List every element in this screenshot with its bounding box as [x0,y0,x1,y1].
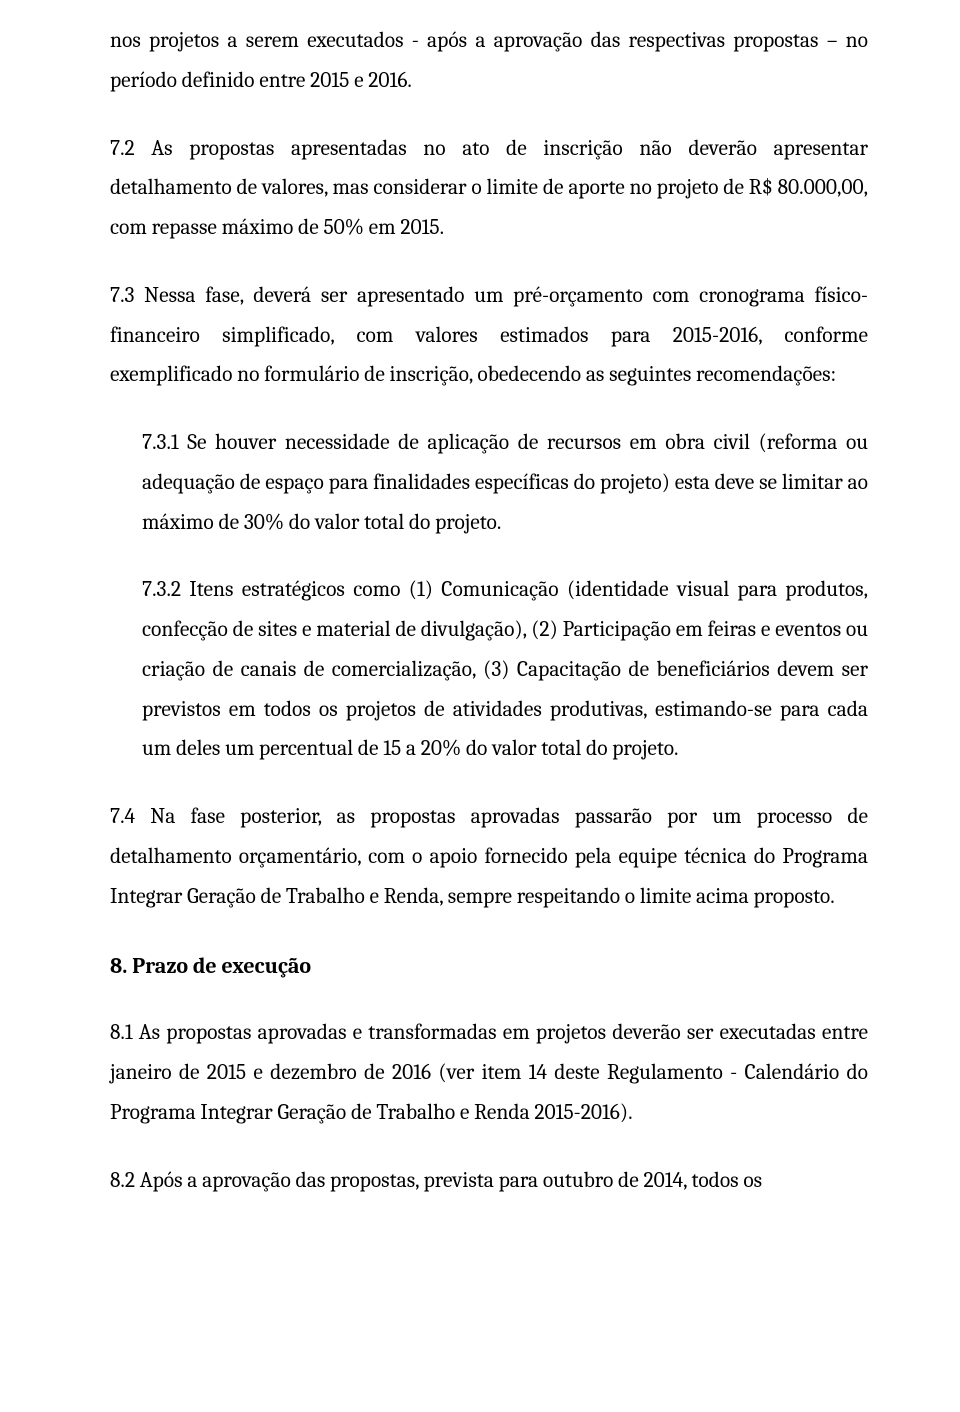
paragraph-7-3-1: 7.3.1 Se houver necessidade de aplicação… [142,424,868,543]
paragraph-7-2: 7.2 As propostas apresentadas no ato de … [110,130,868,249]
section-heading-8: 8. Prazo de execução [110,946,868,987]
paragraph-8-2: 8.2 Após a aprovação das propostas, prev… [110,1162,868,1202]
paragraph-8-1: 8.1 As propostas aprovadas e transformad… [110,1014,868,1133]
paragraph-7-1-continued: nos projetos a serem executados - após a… [110,22,868,102]
paragraph-7-3: 7.3 Nessa fase, deverá ser apresentado u… [110,277,868,396]
paragraph-7-3-2: 7.3.2 Itens estratégicos como (1) Comuni… [142,571,868,770]
paragraph-7-4: 7.4 Na fase posterior, as propostas apro… [110,798,868,917]
